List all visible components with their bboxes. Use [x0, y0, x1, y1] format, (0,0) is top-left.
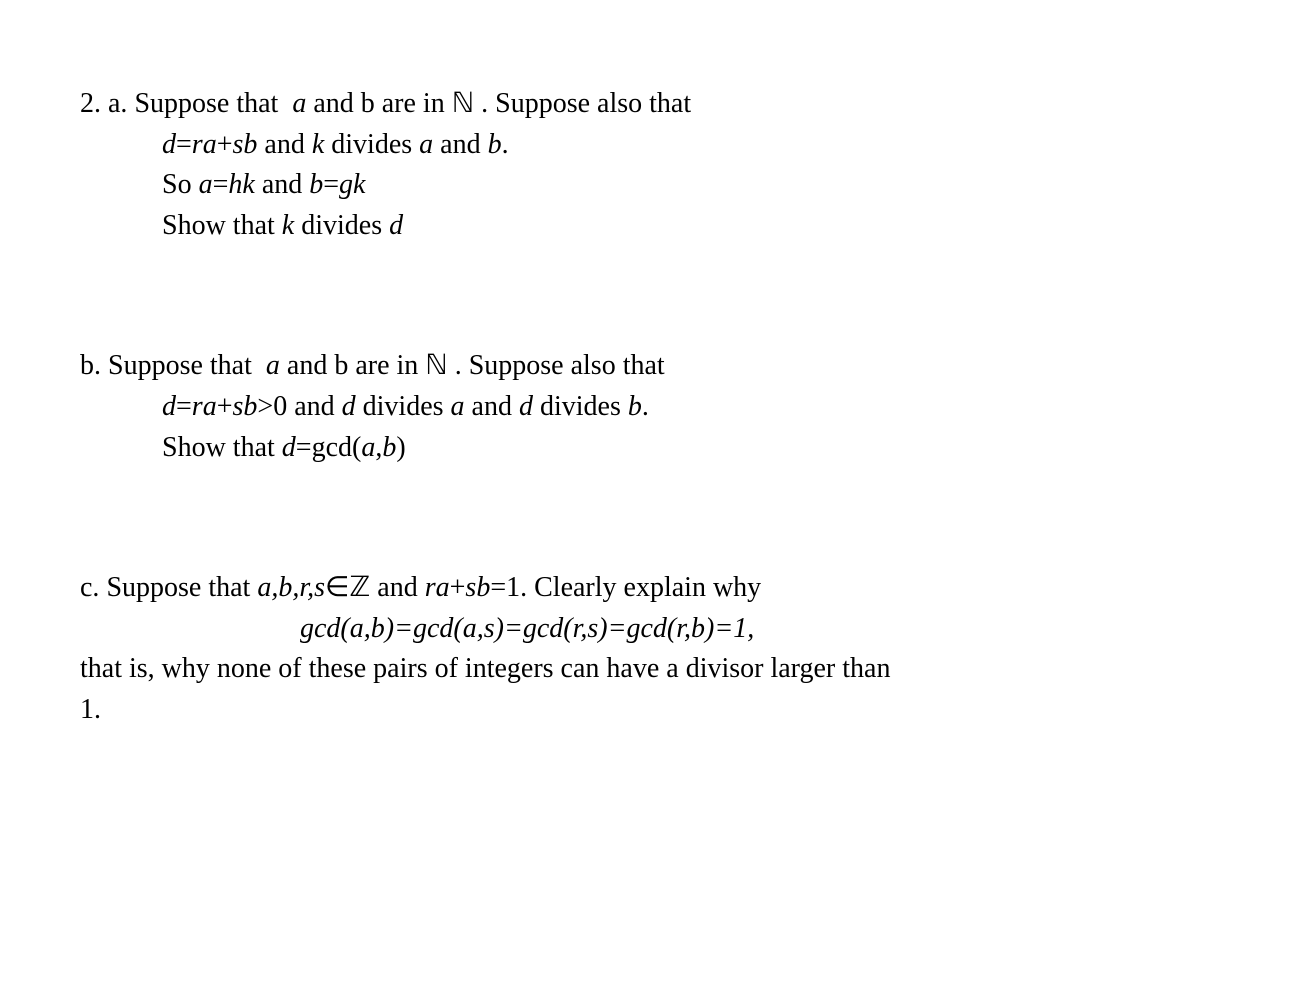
integers-symbol: ℤ: [349, 572, 370, 603]
plus: +: [450, 572, 466, 603]
part-b-line-3: Show that d=gcd(a,b): [80, 428, 1230, 469]
close-paren: ): [396, 432, 405, 463]
one: 1: [506, 572, 520, 603]
gt: >: [257, 391, 273, 422]
var-ra: ra: [192, 129, 217, 160]
text: and: [255, 169, 309, 200]
var-b: b: [382, 432, 396, 463]
problem-part-a: 2. a. Suppose that a and b are in ℕ . Su…: [80, 84, 1230, 246]
var-sb: sb: [233, 391, 258, 422]
text: divides: [294, 210, 389, 241]
gcd-open: gcd(: [312, 432, 362, 463]
part-b-label: b.: [80, 350, 101, 381]
part-a-line-1: 2. a. Suppose that a and b are in ℕ . Su…: [80, 84, 1230, 125]
text: and b are in: [280, 350, 425, 381]
element-of: ∈: [325, 572, 349, 603]
var-d: d: [282, 432, 296, 463]
part-a-line-3: So a=hk and b=gk: [80, 165, 1230, 206]
var-sb: sb: [465, 572, 490, 603]
text: divides: [356, 391, 451, 422]
text: Suppose that: [134, 88, 285, 119]
equals: =: [176, 391, 192, 422]
part-b-line-2: d=ra+sb>0 and d divides a and d divides …: [80, 387, 1230, 428]
text: Show that: [162, 432, 282, 463]
var-ra: ra: [192, 391, 217, 422]
text: . Suppose also that: [448, 350, 665, 381]
part-c-equation: gcd(a,b)=gcd(a,s)=gcd(r,s)=gcd(r,b)=1,: [80, 609, 1230, 650]
var-b: b: [309, 169, 323, 200]
plus: +: [217, 129, 233, 160]
equals: =: [176, 129, 192, 160]
equals: =: [323, 169, 339, 200]
problem-number: 2.: [80, 88, 101, 119]
text: . Suppose also that: [474, 88, 691, 119]
part-c-line-1: c. Suppose that a,b,r,s∈ℤ and ra+sb=1. C…: [80, 568, 1230, 609]
part-c-line-4: 1.: [80, 690, 1230, 731]
text: . Clearly explain why: [520, 572, 761, 603]
problem-part-c: c. Suppose that a,b,r,s∈ℤ and ra+sb=1. C…: [80, 568, 1230, 730]
text: and: [433, 129, 487, 160]
var-b: b: [488, 129, 502, 160]
var-ra: ra: [425, 572, 450, 603]
var-b: b: [628, 391, 642, 422]
vars-abrs: a,b,r,s: [257, 572, 325, 603]
text: divides: [324, 129, 419, 160]
text: and: [465, 391, 519, 422]
var-a: a: [361, 432, 375, 463]
var-d: d: [519, 391, 533, 422]
text: and: [257, 129, 311, 160]
text: and: [287, 391, 341, 422]
part-a-line-2: d=ra+sb and k divides a and b.: [80, 125, 1230, 166]
var-gk: gk: [339, 169, 365, 200]
part-c-label: c.: [80, 572, 99, 603]
text: Suppose that: [99, 572, 257, 603]
var-sb: sb: [233, 129, 258, 160]
text: So: [162, 169, 199, 200]
part-a-line-4: Show that k divides d: [80, 206, 1230, 247]
text: 1.: [80, 694, 101, 725]
text: .: [642, 391, 649, 422]
zero: 0: [273, 391, 287, 422]
var-a: a: [451, 391, 465, 422]
text: that is, why none of these pairs of inte…: [80, 653, 890, 684]
var-d: d: [162, 391, 176, 422]
equals: =: [213, 169, 229, 200]
var-a: a: [292, 88, 306, 119]
var-d: d: [342, 391, 356, 422]
var-k: k: [282, 210, 294, 241]
var-a: a: [419, 129, 433, 160]
text: divides: [533, 391, 628, 422]
part-c-line-3: that is, why none of these pairs of inte…: [80, 649, 1230, 690]
plus: +: [217, 391, 233, 422]
text: Show that: [162, 210, 282, 241]
natural-numbers-symbol: ℕ: [425, 350, 447, 381]
var-k: k: [312, 129, 324, 160]
equals: =: [296, 432, 312, 463]
gcd-equation: gcd(a,b)=gcd(a,s)=gcd(r,s)=gcd(r,b)=1,: [300, 613, 754, 644]
part-b-line-1: b. Suppose that a and b are in ℕ . Suppo…: [80, 346, 1230, 387]
text: and b are in: [306, 88, 451, 119]
part-a-label: a.: [108, 88, 127, 119]
var-a: a: [199, 169, 213, 200]
var-d: d: [389, 210, 403, 241]
text: Suppose that: [108, 350, 259, 381]
problem-part-b: b. Suppose that a and b are in ℕ . Suppo…: [80, 346, 1230, 468]
text: and: [370, 572, 424, 603]
var-a: a: [266, 350, 280, 381]
text: .: [502, 129, 509, 160]
var-d: d: [162, 129, 176, 160]
equals: =: [490, 572, 506, 603]
var-hk: hk: [228, 169, 254, 200]
natural-numbers-symbol: ℕ: [452, 88, 474, 119]
